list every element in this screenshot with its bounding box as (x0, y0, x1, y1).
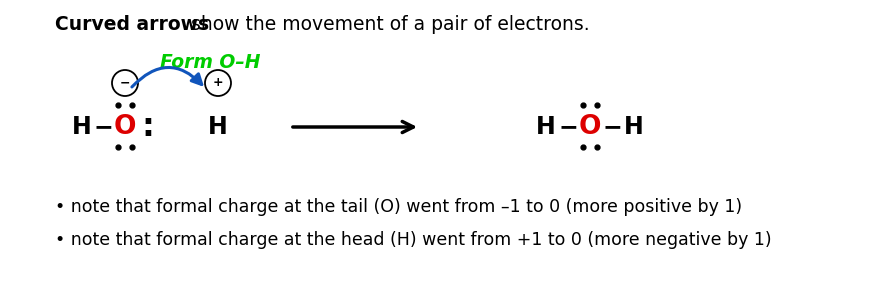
Text: show the movement of a pair of electrons.: show the movement of a pair of electrons… (185, 14, 590, 34)
Text: H: H (624, 115, 644, 139)
Text: Form O–H: Form O–H (160, 53, 260, 72)
Text: −: − (558, 115, 578, 139)
Text: −: − (93, 115, 113, 139)
Text: −: − (602, 115, 622, 139)
Text: H: H (536, 115, 556, 139)
Text: H: H (208, 115, 227, 139)
Text: O: O (114, 114, 136, 140)
Text: H: H (72, 115, 92, 139)
Text: −: − (120, 76, 130, 89)
Text: • note that formal charge at the tail (O) went from –1 to 0 (more positive by 1): • note that formal charge at the tail (O… (55, 198, 742, 216)
FancyArrowPatch shape (132, 67, 202, 87)
Text: O: O (579, 114, 601, 140)
Text: Curved arrows: Curved arrows (55, 14, 209, 34)
Text: :: : (142, 111, 154, 143)
Text: • note that formal charge at the head (H) went from +1 to 0 (more negative by 1): • note that formal charge at the head (H… (55, 231, 772, 249)
Text: +: + (212, 76, 223, 89)
